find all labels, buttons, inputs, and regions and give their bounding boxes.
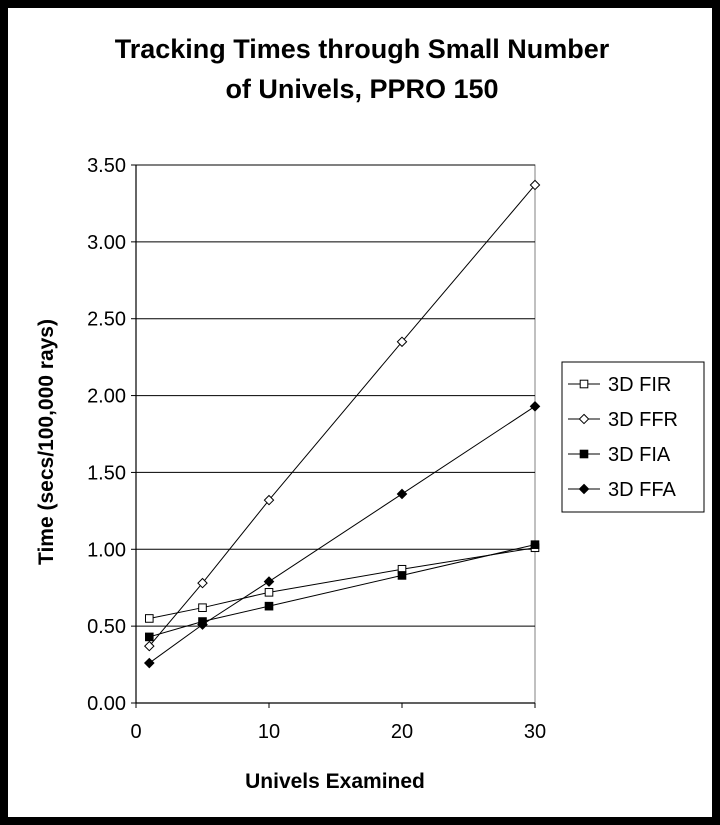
- x-tick-label-0: 0: [130, 721, 141, 743]
- data-point-3-4: [529, 401, 541, 412]
- legend-marker-1: [578, 413, 590, 425]
- x-tick-label-3: 30: [524, 721, 546, 743]
- legend-label-0: 3D FIR: [608, 374, 671, 396]
- data-point-3-3: [396, 488, 408, 500]
- grid-lines: [135, 164, 536, 704]
- legend-label-3: 3D FFA: [608, 479, 676, 501]
- data-point-0-2: [264, 588, 274, 597]
- y-tick-label-6: 3.00: [87, 232, 126, 254]
- data-point-1-4: [529, 179, 541, 191]
- legend-label-2: 3D FIA: [608, 444, 671, 466]
- data-point-1-2: [263, 494, 275, 506]
- legend-marker-3: [578, 483, 590, 495]
- series-group: [143, 179, 541, 669]
- legend-marker-2: [579, 449, 589, 459]
- data-point-3-2: [263, 576, 275, 587]
- data-point-1-3: [396, 336, 408, 348]
- chart-frame: Tracking Times through Small Number of U…: [8, 8, 712, 817]
- data-point-2-2: [264, 601, 274, 611]
- y-tick-label-5: 2.50: [87, 309, 126, 331]
- data-point-2-4: [530, 540, 540, 549]
- y-axis-label: Time (secs/100,000 rays): [35, 319, 58, 565]
- data-point-2-3: [397, 571, 407, 580]
- chart-title-line-1: Tracking Times through Small Number: [115, 34, 610, 64]
- series-1: [143, 179, 541, 652]
- x-tick-label-2: 20: [391, 721, 413, 743]
- legend: 3D FIR 3D FFR 3D FIA 3D FFA: [561, 361, 705, 513]
- legend-marker-0: [579, 379, 589, 389]
- y-tick-label-1: 0.50: [87, 616, 126, 638]
- y-tick-label-3: 1.50: [87, 462, 126, 484]
- data-point-0-0: [145, 614, 154, 623]
- y-tick-label-2: 1.00: [87, 539, 126, 561]
- series-line-1: [148, 184, 536, 647]
- y-tick-label-7: 3.50: [87, 155, 126, 177]
- tick-labels: 0.00 0.50 1.00 1.50 2.00 2.50 3.00 3.50 0 10 20 30: [87, 155, 546, 743]
- data-point-3-0: [143, 657, 155, 669]
- data-point-3-1: [197, 619, 208, 630]
- plot-area-border: [135, 164, 536, 704]
- chart-title-line-2: of Univels, PPRO 150: [225, 74, 498, 104]
- data-point-1-0: [143, 640, 155, 652]
- x-tick-label-1: 10: [258, 721, 280, 743]
- data-point-1-1: [197, 577, 208, 589]
- line-chart: Tracking Times through Small Number of U…: [35, 34, 705, 793]
- series-line-2: [149, 544, 536, 638]
- y-tick-label-0: 0.00: [87, 693, 126, 715]
- legend-label-1: 3D FFR: [608, 409, 678, 431]
- series-3: [143, 401, 541, 669]
- axes: [131, 164, 536, 708]
- data-point-2-0: [145, 632, 154, 642]
- x-axis-label: Univels Examined: [245, 770, 425, 793]
- y-tick-label-4: 2.00: [87, 386, 126, 408]
- data-point-0-1: [198, 603, 207, 612]
